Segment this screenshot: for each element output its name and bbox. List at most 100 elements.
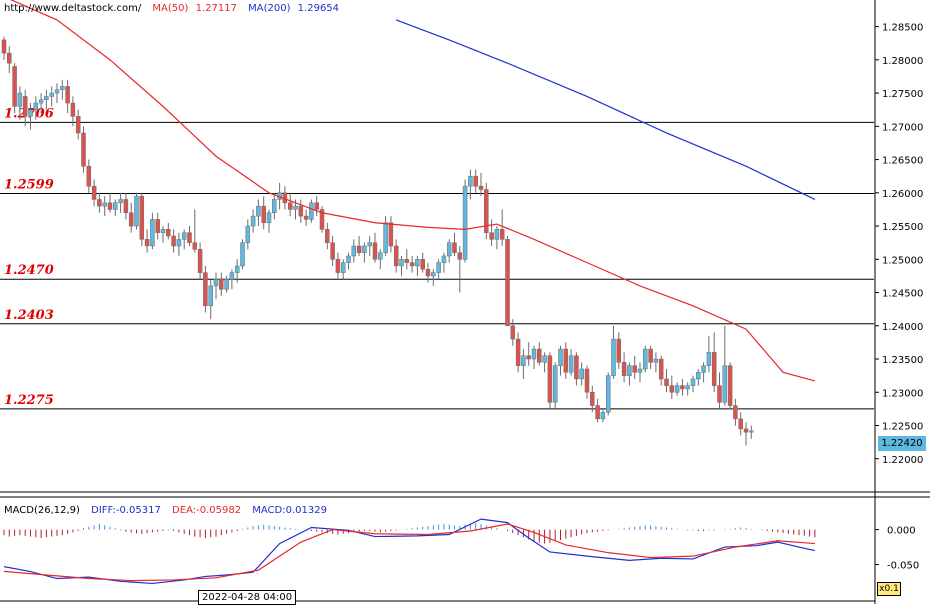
candle-body: [399, 259, 404, 267]
ma50-value: 1.27117: [195, 3, 237, 14]
candle-body: [293, 205, 298, 210]
candle-body: [378, 252, 383, 260]
ma50-label: MA(50): [152, 3, 189, 14]
candle-body: [409, 262, 415, 267]
candle-body: [584, 368, 590, 393]
price-tick-label: 1.25500: [882, 222, 923, 233]
price-tick-label: 1.26000: [882, 189, 923, 200]
candle-body: [738, 418, 743, 430]
candle-body: [632, 365, 637, 373]
candle-body: [537, 348, 542, 363]
cursor-time-tag: 2022-04-28 04:00: [198, 590, 297, 605]
level-label: 1.2599: [4, 177, 54, 192]
macd-value: MACD:0.01329: [252, 505, 327, 516]
level-label: 1.2403: [4, 308, 54, 323]
candle-body: [388, 222, 394, 247]
candle-body: [595, 405, 600, 420]
candle-body: [314, 202, 319, 210]
candle-body: [462, 185, 468, 260]
candle-body: [547, 355, 553, 403]
candle-body: [478, 185, 484, 190]
candle-body: [219, 278, 224, 290]
candle-body: [393, 245, 399, 267]
chart-header: http://www.deltastock.com/ MA(50) 1.2711…: [4, 3, 347, 14]
candle-body: [653, 358, 659, 363]
candle-body: [44, 96, 49, 100]
macd-diff: DIFF:-0.05317: [91, 505, 161, 516]
candle-body: [144, 239, 150, 247]
candle-body: [526, 355, 531, 360]
candle-body: [12, 66, 17, 107]
candle-body: [637, 368, 643, 373]
candle-body: [452, 242, 457, 253]
candle-body: [468, 175, 473, 187]
candle-body: [664, 378, 669, 386]
candlesticks: [1, 36, 754, 446]
candle-body: [743, 428, 749, 433]
candle-body: [552, 365, 558, 403]
candle-body: [367, 242, 372, 247]
source-url[interactable]: http://www.deltastock.com/: [4, 3, 142, 14]
candle-body: [563, 348, 569, 373]
candle-body: [431, 272, 436, 277]
candle-body: [441, 255, 447, 263]
candle-body: [696, 372, 701, 380]
candle-body: [722, 365, 728, 403]
candle-body: [150, 219, 155, 247]
candle-body: [616, 338, 622, 363]
candle-body: [558, 348, 563, 366]
candle-body: [1, 39, 7, 54]
candle-body: [574, 355, 579, 380]
candle-body: [600, 411, 606, 420]
candle-body: [542, 355, 547, 363]
candle-body: [362, 245, 367, 253]
candle-body: [213, 278, 219, 287]
candle-body: [245, 225, 251, 243]
candle-body: [505, 239, 510, 327]
macd-panel: 0.000 -0.050: [3, 518, 919, 585]
candle-body: [674, 385, 680, 393]
macd-tick-label: -0.050: [887, 561, 919, 572]
candle-body: [605, 375, 611, 413]
candle-body: [727, 365, 733, 406]
candle-body: [75, 116, 81, 134]
candle-body: [711, 352, 717, 386]
candle-body: [229, 272, 235, 280]
candle-body: [510, 325, 516, 340]
candle-body: [309, 202, 314, 220]
candle-body: [70, 102, 76, 117]
candle-body: [298, 205, 304, 217]
candle-body: [33, 102, 39, 110]
candle-body: [420, 259, 425, 270]
candle-body: [330, 242, 335, 260]
candle-body: [240, 242, 245, 267]
candle-body: [489, 232, 494, 240]
candle-body: [643, 348, 648, 370]
ma200-line: [395, 19, 816, 200]
candle-body: [351, 245, 357, 257]
candle-body: [118, 199, 123, 204]
macd-tick-label: 0.000: [887, 526, 916, 537]
candle-body: [473, 175, 478, 187]
candle-body: [425, 269, 431, 277]
candle-body: [86, 165, 92, 187]
candle-body: [160, 229, 166, 233]
candle-body: [484, 189, 489, 233]
price-tick-label: 1.27000: [882, 122, 923, 133]
macd-diff-line: [3, 518, 816, 585]
candle-body: [648, 348, 653, 363]
candle-body: [171, 235, 176, 247]
price-tick-label: 1.22500: [882, 422, 923, 433]
candle-body: [658, 358, 664, 380]
zoom-button[interactable]: x0.1: [877, 582, 901, 596]
macd-dea-line: [3, 523, 815, 582]
price-tick-label: 1.23000: [882, 388, 923, 399]
candle-body: [107, 202, 113, 210]
candle-body: [319, 209, 325, 230]
candle-body: [717, 385, 722, 403]
candle-body: [579, 368, 584, 380]
candle-body: [685, 385, 690, 390]
candle-body: [446, 242, 452, 257]
candle-body: [701, 365, 706, 373]
candle-body: [415, 259, 420, 267]
